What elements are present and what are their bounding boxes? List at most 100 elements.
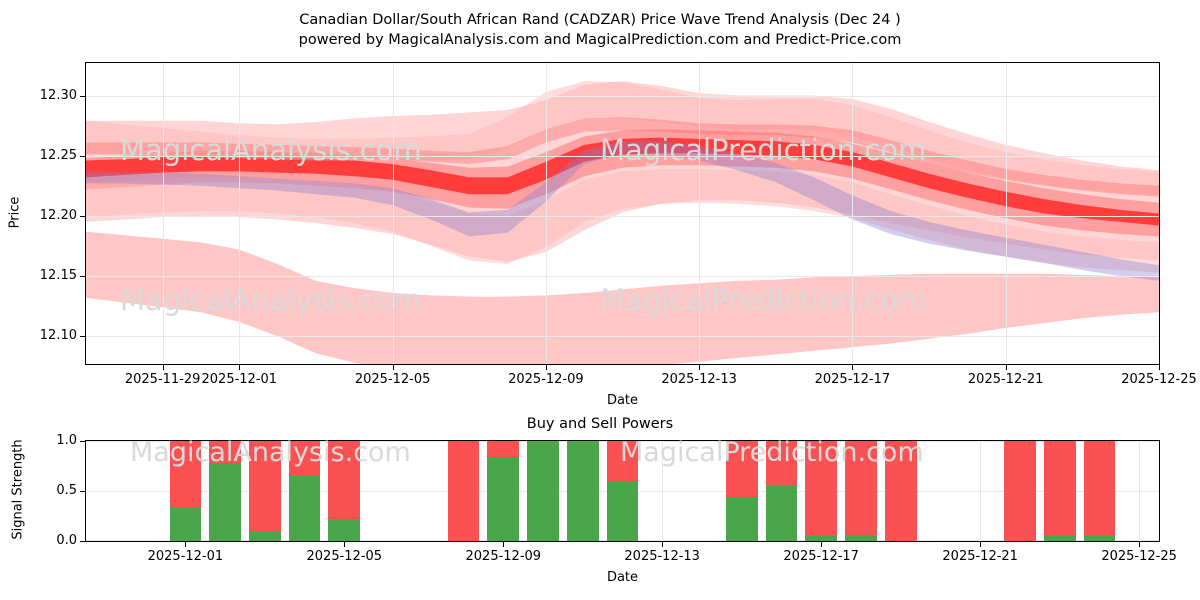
price-gridline-v-7 [1159,63,1160,364]
power-bar[interactable] [487,441,520,541]
power-xtick-label-5: 2025-12-21 [942,549,1018,564]
power-xtick-mark-1 [344,542,346,547]
power-bar-sell-segment [884,441,917,541]
power-bar[interactable] [209,441,241,541]
power-bar[interactable] [527,441,559,541]
power-bar-buy-segment [328,519,361,541]
price-band-thin-top-band [86,117,1159,197]
price-gridline-v-6 [1005,63,1007,364]
price-gridline-v-0 [162,63,164,364]
power-bar[interactable] [566,441,599,541]
power-bar-buy-segment [566,441,599,541]
power-xtick-mark-2 [503,542,505,547]
power-ytick-label-0: 0.0 [56,533,77,548]
power-bar-sell-segment [169,441,202,507]
power-bar-buy-segment [487,457,520,541]
buy-sell-powers-plot-area [85,440,1160,542]
power-bar[interactable] [884,441,917,541]
price-ytick-mark-3 [80,155,85,157]
price-chart-y-axis-label: Price [7,196,23,228]
price-gridline-v-5 [852,63,854,364]
power-bar[interactable] [1043,441,1076,541]
price-gridline-h-0 [86,336,1159,338]
power-bar[interactable] [845,441,877,541]
price-xtick-mark-0 [162,365,164,370]
power-bar[interactable] [288,441,321,541]
power-xtick-mark-6 [1139,542,1141,547]
price-band-upper-haze-band [86,81,1159,196]
power-ytick-mark-1 [80,491,85,492]
power-bar[interactable] [725,441,758,541]
price-gridline-v-2 [392,63,394,364]
price-ytick-label-1: 12.15 [39,268,77,284]
power-ytick-label-1: 0.5 [56,483,77,498]
power-bar[interactable] [1083,441,1116,541]
power-bar-sell-segment [606,441,639,481]
price-gridline-h-2 [86,215,1159,217]
price-gridline-v-3 [545,63,547,364]
power-xtick-mark-0 [185,542,187,547]
price-xtick-label-3: 2025-12-09 [508,372,584,387]
power-bar[interactable] [248,441,281,541]
power-bar-buy-segment [606,481,639,541]
price-ytick-mark-0 [80,336,85,338]
power-bar[interactable] [328,441,361,541]
power-bar-buy-segment [527,441,559,541]
price-wave-bands [86,81,1159,364]
price-band-core-red-band [86,137,1159,226]
power-chart-y-axis-label: Signal Strength [10,439,26,540]
power-bar-sell-segment [248,441,281,531]
power-chart-x-axis-label: Date [606,570,639,585]
price-ytick-label-4: 12.30 [39,87,77,103]
power-bar-buy-segment [725,497,758,541]
power-bar[interactable] [606,441,639,541]
power-bar[interactable] [169,441,202,541]
price-gridline-v-1 [239,63,241,364]
price-xtick-mark-5 [852,365,854,370]
price-xtick-label-0: 2025-11-29 [124,372,201,387]
power-bar-sell-segment [1083,441,1116,536]
price-band-lower-haze-band [86,169,1159,273]
power-bar-sell-segment [288,441,321,475]
power-bar-sell-segment [805,441,838,536]
price-wave-chart-plot-area [85,62,1160,365]
figure-title-line-2: powered by MagicalAnalysis.com and Magic… [298,32,902,48]
figure-title-line-1: Canadian Dollar/South African Rand (CADZ… [299,12,901,28]
power-bar-sell-segment [447,441,480,541]
power-bar-buy-segment [1083,536,1116,541]
power-bar-buy-segment [845,535,877,541]
power-bar[interactable] [765,441,798,541]
price-ytick-label-2: 12.20 [39,207,77,223]
power-ytick-label-2: 1.0 [56,433,77,448]
buy-sell-powers-title: Buy and Sell Powers [526,416,674,432]
price-ytick-label-3: 12.25 [39,147,77,163]
power-bar-sell-segment [765,441,798,486]
price-xtick-label-1: 2025-12-01 [201,372,278,387]
power-bar-sell-segment [1043,441,1076,536]
price-gridline-h-1 [86,276,1159,278]
price-gridline-v-4 [699,63,701,364]
price-chart-x-axis-label: Date [606,393,639,408]
price-gridline-h-3 [86,155,1159,157]
power-bar-buy-segment [805,536,838,541]
power-xtick-label-6: 2025-12-25 [1101,549,1177,564]
power-bar-sell-segment [725,441,758,497]
power-bar-sell-segment [845,441,877,535]
price-xtick-label-2: 2025-12-05 [354,372,431,387]
price-xtick-mark-2 [392,365,394,370]
power-bar[interactable] [447,441,480,541]
power-bar-buy-segment [248,531,281,541]
power-xtick-mark-5 [980,542,982,547]
power-bar-buy-segment [765,486,798,541]
power-gridline-v-6 [1139,441,1141,541]
power-bar[interactable] [1004,441,1036,541]
price-xtick-mark-7 [1159,365,1160,370]
price-ytick-mark-1 [80,276,85,278]
power-bar[interactable] [805,441,838,541]
power-xtick-label-1: 2025-12-05 [306,549,383,564]
price-xtick-label-5: 2025-12-17 [814,372,891,387]
price-ytick-mark-4 [80,95,85,97]
power-bar-sell-segment [328,441,361,519]
power-xtick-mark-4 [821,542,823,547]
power-xtick-mark-3 [662,542,664,547]
